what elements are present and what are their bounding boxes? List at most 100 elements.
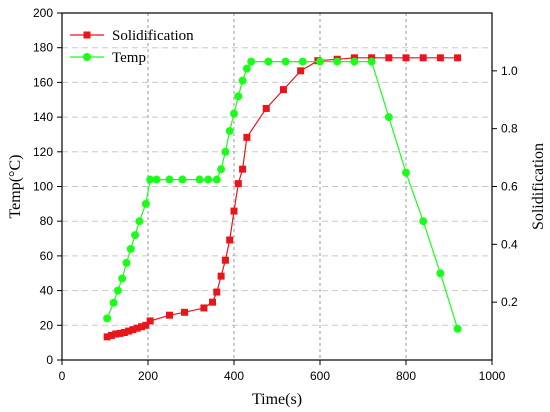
data-point-temp xyxy=(217,165,226,174)
data-point-solidification xyxy=(116,329,124,337)
x-tick-label: 1000 xyxy=(479,369,506,383)
data-point-solidification xyxy=(217,272,225,280)
data-point-solidification xyxy=(230,207,238,215)
y-tick-label: 40 xyxy=(40,284,54,298)
data-point-temp xyxy=(242,64,251,73)
data-point-temp xyxy=(195,175,204,184)
data-point-solidification xyxy=(112,330,120,338)
y2-axis-title: Solidification xyxy=(530,143,547,230)
y-tick-label: 100 xyxy=(33,180,53,194)
series-line-temp xyxy=(106,60,459,329)
y2-tick-label: 0.8 xyxy=(501,122,518,136)
data-point-solidification xyxy=(239,165,247,173)
data-point-temp xyxy=(118,274,127,283)
legend-marker xyxy=(83,53,91,61)
data-point-temp xyxy=(131,231,140,240)
x-tick-label: 200 xyxy=(138,369,158,383)
data-point-solidification xyxy=(181,308,189,316)
data-point-temp xyxy=(165,175,174,184)
y-tick-label: 60 xyxy=(40,249,54,263)
data-point-solidification xyxy=(142,321,150,329)
data-point-temp xyxy=(178,175,187,184)
data-point-solidification xyxy=(262,104,270,112)
data-point-temp xyxy=(419,217,428,226)
data-point-solidification xyxy=(103,333,111,341)
data-point-solidification xyxy=(138,323,146,331)
data-point-temp xyxy=(281,57,290,66)
data-point-temp xyxy=(141,199,150,208)
legend-label: Solidification xyxy=(112,28,194,44)
y-tick-label: 120 xyxy=(33,145,53,159)
data-point-temp xyxy=(212,175,221,184)
x-tick-label: 600 xyxy=(310,369,330,383)
y2-tick-label: 1.0 xyxy=(501,64,518,78)
data-point-solidification xyxy=(234,180,242,188)
x-tick-label: 0 xyxy=(59,369,66,383)
y2-tick-label: 0.4 xyxy=(501,237,518,251)
data-point-solidification xyxy=(402,54,410,62)
data-point-solidification xyxy=(125,327,133,335)
data-point-solidification xyxy=(107,331,115,339)
data-point-solidification xyxy=(297,67,305,75)
x-tick-label: 400 xyxy=(224,369,244,383)
data-point-temp xyxy=(122,258,131,267)
data-point-temp xyxy=(103,314,112,323)
data-point-temp xyxy=(230,109,238,118)
data-point-temp xyxy=(264,57,273,66)
y-tick-label: 160 xyxy=(33,75,53,89)
data-point-solidification xyxy=(133,324,141,332)
data-point-solidification xyxy=(209,298,216,306)
data-point-temp xyxy=(152,175,161,184)
data-point-temp xyxy=(221,147,230,156)
legend-marker xyxy=(83,31,91,39)
data-point-temp xyxy=(402,168,410,177)
data-point-temp xyxy=(436,269,445,278)
data-point-temp xyxy=(238,76,247,85)
data-point-solidification xyxy=(120,329,128,337)
y-tick-label: 180 xyxy=(33,41,53,55)
legend-label: Temp xyxy=(112,50,146,66)
data-point-temp xyxy=(350,57,359,66)
y-axis-title: Temp(°C) xyxy=(7,155,24,219)
y-tick-label: 0 xyxy=(46,353,53,367)
y-tick-label: 80 xyxy=(40,214,54,228)
series-line-solidification xyxy=(107,57,458,338)
data-point-temp xyxy=(204,175,213,184)
y-tick-label: 20 xyxy=(40,318,54,332)
data-point-solidification xyxy=(166,311,173,319)
data-point-temp xyxy=(333,57,342,66)
data-point-temp xyxy=(234,92,243,101)
data-point-solidification xyxy=(146,317,154,325)
data-point-solidification xyxy=(436,54,444,62)
data-point-temp xyxy=(384,113,393,122)
data-point-solidification xyxy=(419,54,427,62)
y-tick-label: 200 xyxy=(33,6,53,20)
data-point-solidification xyxy=(454,54,462,62)
data-point-solidification xyxy=(200,304,208,312)
data-point-solidification xyxy=(226,236,234,244)
y-tick-label: 140 xyxy=(33,110,53,124)
y2-tick-label: 0.2 xyxy=(501,295,518,309)
data-point-temp xyxy=(113,286,122,295)
data-point-solidification xyxy=(213,288,221,296)
data-point-temp xyxy=(225,126,234,135)
data-point-temp xyxy=(126,244,135,253)
data-point-temp xyxy=(109,298,118,307)
data-point-temp xyxy=(247,57,256,66)
data-point-temp xyxy=(453,324,462,333)
data-point-solidification xyxy=(279,86,287,94)
x-axis-title: Time(s) xyxy=(252,391,302,408)
data-point-temp xyxy=(367,57,376,66)
x-tick-label: 800 xyxy=(396,369,416,383)
data-point-temp xyxy=(316,57,324,66)
y2-tick-label: 0.6 xyxy=(501,180,518,194)
data-point-temp xyxy=(146,175,155,184)
data-point-temp xyxy=(135,217,144,226)
data-point-solidification xyxy=(243,133,251,141)
data-point-solidification xyxy=(221,256,229,264)
data-point-temp xyxy=(298,57,307,66)
data-point-solidification xyxy=(385,54,393,62)
data-point-solidification xyxy=(129,326,137,334)
